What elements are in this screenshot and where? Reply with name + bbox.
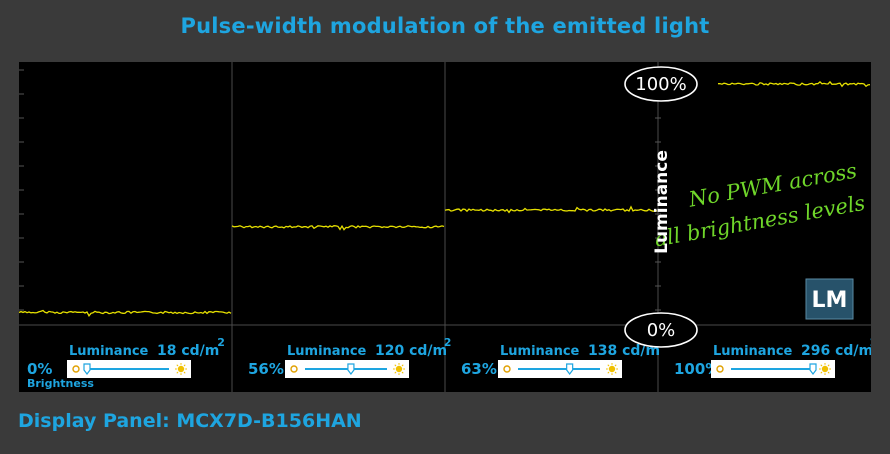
dim-sun-icon xyxy=(503,365,511,373)
luminance-value: 120 cd/m xyxy=(375,343,447,359)
slider-thumb xyxy=(347,363,355,375)
slider-thumb xyxy=(809,363,817,375)
sun-ray xyxy=(394,364,397,367)
luminance-trace xyxy=(717,80,871,88)
bright-sun-icon xyxy=(395,365,403,373)
y-tick-label: 100% xyxy=(635,74,686,95)
sun-ray xyxy=(176,371,179,374)
unit-exponent: 2 xyxy=(217,336,225,349)
sun-ray xyxy=(607,371,610,374)
y-tick-label-top: 100% xyxy=(624,66,698,102)
sun-ray xyxy=(614,364,617,367)
luminance-label: Luminance xyxy=(69,344,149,359)
luminance-trace xyxy=(19,309,232,317)
sun-ray xyxy=(176,364,179,367)
bright-sun-icon xyxy=(177,365,185,373)
display-panel-caption: Display Panel: MCX7D-B156HAN xyxy=(18,410,362,432)
slider-thumb xyxy=(566,363,574,375)
y-tick-label-bottom: 0% xyxy=(624,312,698,348)
luminance-traces xyxy=(19,80,871,317)
dim-sun-icon xyxy=(72,365,80,373)
sun-ray xyxy=(401,364,404,367)
brightness-percent: 0% xyxy=(27,360,52,378)
luminance-value: 18 cd/m xyxy=(157,343,219,359)
sun-ray xyxy=(820,364,823,367)
luminance-trace xyxy=(444,205,658,214)
unit-exponent: 2 xyxy=(444,336,452,349)
slider-thumb xyxy=(83,363,91,375)
label-oval xyxy=(624,312,698,348)
luminance-value: 138 cd/m xyxy=(588,343,660,359)
annotation-line-2: all brightness levels xyxy=(653,191,867,252)
brightness-percent: 56% xyxy=(248,360,284,378)
logo: LM xyxy=(805,278,854,320)
brightness-panel: Luminance 296 cd/m2 100% xyxy=(674,336,871,378)
luminance-trace xyxy=(231,224,445,231)
y-axis-label: Luminance xyxy=(652,150,672,254)
sun-ray xyxy=(607,364,610,367)
bright-sun-icon xyxy=(821,365,829,373)
sun-ray xyxy=(183,364,186,367)
dim-sun-icon xyxy=(716,365,724,373)
sun-ray xyxy=(827,371,830,374)
luminance-label: Luminance xyxy=(500,344,580,359)
sun-ray xyxy=(394,371,397,374)
dim-sun-icon xyxy=(290,365,298,373)
sun-ray xyxy=(183,371,186,374)
unit-exponent: 2 xyxy=(870,336,871,349)
brightness-percent: 100% xyxy=(674,360,720,378)
sun-ray xyxy=(827,364,830,367)
brightness-panel: Luminance 18 cd/m2 0%Brightness xyxy=(27,336,225,390)
y-tick-label: 0% xyxy=(647,320,676,341)
oscilloscope-plot: Luminance 18 cd/m 2 0% Brightness Luminance 12… xyxy=(19,62,871,392)
chart-title: Pulse-width modulation of the emitted li… xyxy=(180,14,710,38)
logo-text: LM xyxy=(812,288,848,313)
luminance-label: Luminance xyxy=(287,344,367,359)
sun-ray xyxy=(401,371,404,374)
brightness-panel: Luminance 120 cd/m2 56% xyxy=(248,336,451,378)
brightness-word: Brightness xyxy=(27,377,94,390)
chart-overlay: No PWM across all brightness levels Lumi… xyxy=(624,66,867,348)
label-oval xyxy=(624,66,698,102)
grid-lines xyxy=(19,62,871,392)
sun-ray xyxy=(614,371,617,374)
luminance-value: 296 cd/m xyxy=(801,343,871,359)
brightness-percent: 63% xyxy=(461,360,497,378)
luminance-label: Luminance xyxy=(713,344,793,359)
sun-ray xyxy=(820,371,823,374)
bright-sun-icon xyxy=(608,365,616,373)
